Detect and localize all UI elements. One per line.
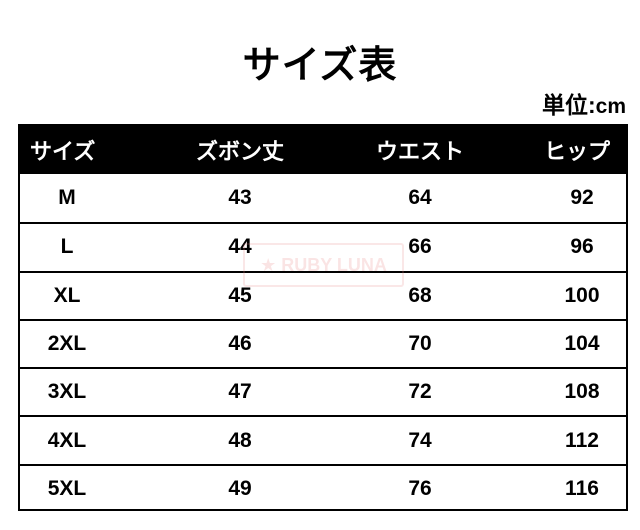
cell-waist: 70 [408,332,432,356]
cell-waist: 74 [408,428,432,452]
cell-pants-length: 48 [228,428,252,452]
cell-waist: 72 [408,380,432,404]
header-pants-length: ズボン丈 [195,139,284,164]
table-row: 3XL 47 72 108 [20,367,626,415]
table-row: 4XL 48 74 112 [20,415,626,463]
cell-pants-length: 43 [228,186,252,210]
cell-size: 5XL [47,476,87,500]
cell-size: 2XL [47,332,87,356]
table-row: L 44 66 96 [20,222,626,270]
cell-pants-length: 44 [228,235,252,259]
cell-hip: 100 [564,283,600,307]
cell-size: M [58,186,76,210]
unit-prefix: 単位: [541,92,596,118]
table-row: XL 45 68 100 [20,270,626,319]
page-title: サイズ表 [242,45,398,87]
table-row: M 43 64 92 [20,174,626,222]
unit-value: cm [595,95,626,118]
cell-size: L [60,235,74,259]
table-header: サイズ ズボン丈 ウエスト ヒップ [20,126,626,174]
header-size: サイズ [30,139,96,164]
cell-pants-length: 49 [228,476,252,500]
cell-hip: 92 [570,186,594,210]
cell-hip: 116 [565,476,599,500]
cell-pants-length: 47 [228,380,252,404]
cell-waist: 68 [408,283,432,307]
header-waist: ウエスト [375,139,464,164]
cell-size: 3XL [47,380,87,404]
cell-hip: 104 [564,332,600,356]
cell-hip: 112 [565,428,599,452]
cell-hip: 96 [570,235,594,259]
cell-waist: 64 [408,186,432,210]
cell-size: 4XL [47,428,87,452]
cell-waist: 66 [408,235,432,259]
cell-pants-length: 45 [228,283,252,307]
header-hip: ヒップ [543,139,610,164]
cell-pants-length: 46 [228,332,252,356]
cell-size: XL [53,283,81,307]
table-row: 2XL 46 70 104 [20,318,626,367]
table-row: 5XL 49 76 116 [20,463,626,512]
unit-label: 単位:cm [542,86,626,120]
size-table: サイズ ズボン丈 ウエスト ヒップ M 43 64 92 L 44 66 96 XL 45 68 10… [18,124,628,511]
cell-waist: 76 [408,476,432,500]
cell-hip: 108 [564,380,600,404]
